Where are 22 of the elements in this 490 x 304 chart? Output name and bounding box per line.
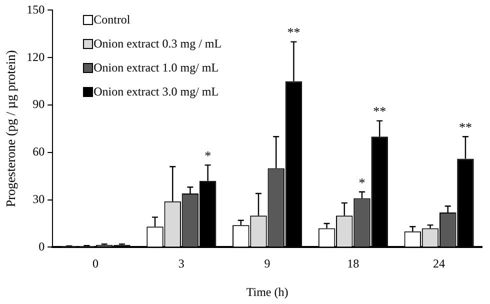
x-tick-label: 0 — [92, 256, 99, 271]
legend-label: Onion extract 3.0 mg/ mL — [94, 84, 219, 98]
data-label: ** — [287, 24, 300, 40]
x-tick-label: 9 — [264, 256, 270, 271]
x-axis-title: Time (h) — [246, 284, 288, 299]
x-tick-label: 18 — [347, 256, 360, 271]
y-tick-label: 150 — [26, 2, 45, 16]
y-axis-title: Progesterone (pg / µg protein) — [3, 50, 18, 208]
y-tick-label: 30 — [32, 192, 45, 206]
y-tick-label: 60 — [32, 144, 45, 159]
y-tick-label: 120 — [26, 50, 45, 64]
x-tick-label: 24 — [433, 256, 446, 271]
legend-label: Onion extract 1.0 mg/ mL — [94, 60, 219, 74]
legend-label: Onion extract 0.3 mg / mL — [94, 36, 222, 50]
legend-label: Control — [94, 12, 131, 26]
y-tick-label: 0 — [38, 239, 45, 254]
data-label: * — [358, 174, 366, 190]
y-tick-label: 90 — [32, 97, 45, 112]
data-label: ** — [458, 120, 472, 135]
data-label: * — [204, 148, 212, 163]
data-label: ** — [373, 104, 386, 119]
x-tick-label: 3 — [178, 256, 184, 271]
